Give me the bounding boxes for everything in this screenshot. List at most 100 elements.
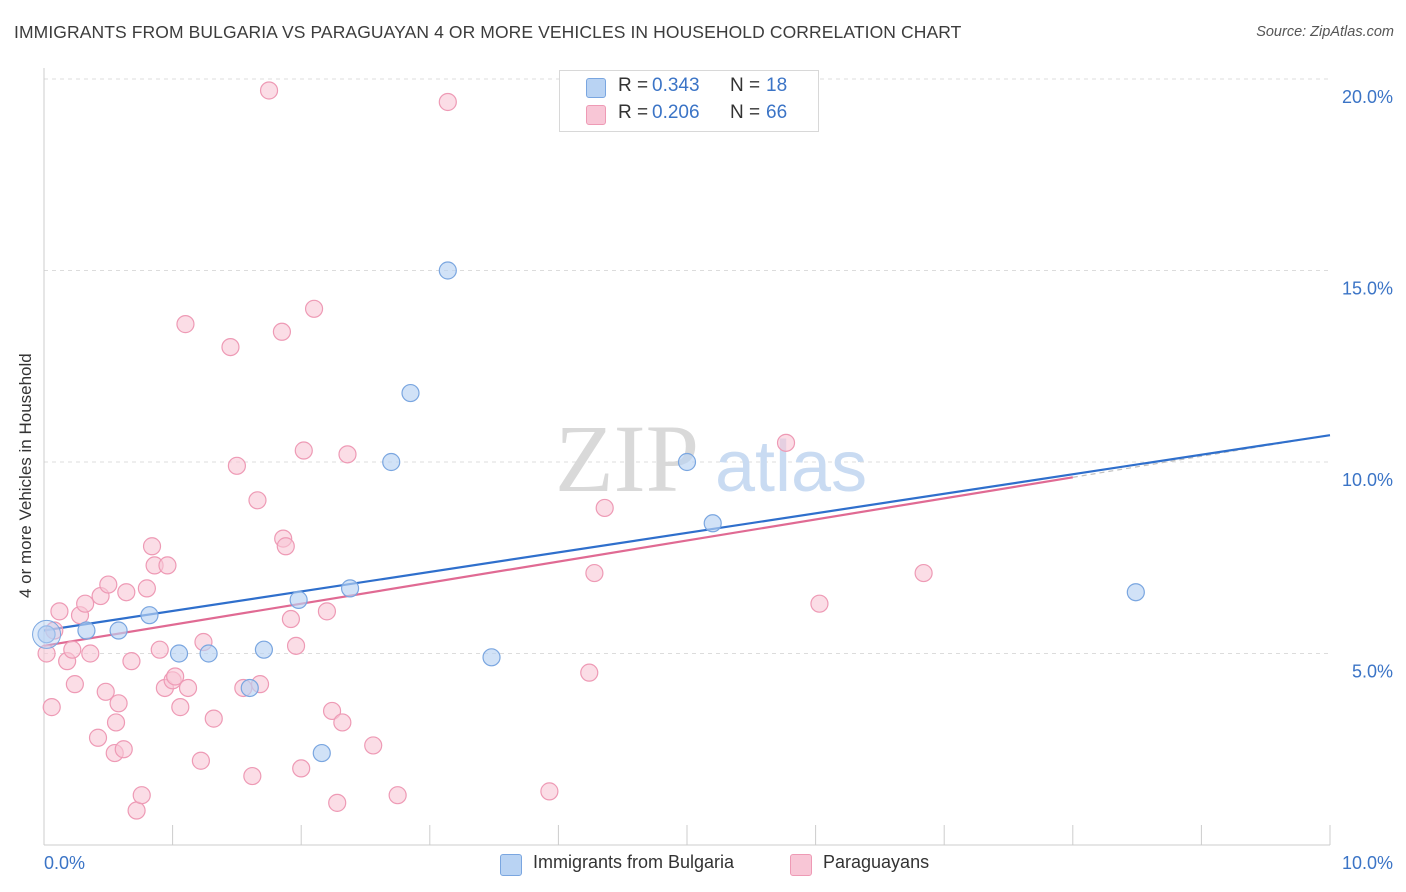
point-paraguayans bbox=[540, 782, 559, 801]
x-tick-label: 0.0% bbox=[44, 853, 85, 873]
data-points bbox=[32, 81, 1145, 820]
legend-swatch-pink bbox=[586, 105, 606, 125]
point-paraguayans bbox=[221, 338, 240, 357]
legend-r-value: 0.343 bbox=[652, 75, 700, 96]
bottom-legend-label: Paraguayans bbox=[823, 852, 930, 872]
point-paraguayans bbox=[364, 736, 383, 755]
watermark: ZIP atlas bbox=[555, 405, 867, 512]
point-bulgaria bbox=[677, 452, 697, 472]
point-paraguayans bbox=[595, 498, 614, 518]
point-paraguayans bbox=[338, 445, 357, 464]
point-bulgaria bbox=[140, 606, 159, 625]
trend-line-paraguayans bbox=[43, 476, 1073, 647]
y-tick-label: 10.0% bbox=[1342, 470, 1393, 490]
x-tick-label: 10.0% bbox=[1342, 853, 1393, 873]
watermark-zip: ZIP bbox=[555, 405, 699, 512]
point-paraguayans bbox=[304, 299, 324, 318]
point-paraguayans bbox=[227, 456, 246, 475]
point-bulgaria bbox=[289, 590, 308, 609]
point-paraguayans bbox=[243, 766, 262, 786]
point-paraguayans bbox=[117, 583, 136, 602]
point-paraguayans bbox=[150, 640, 169, 659]
point-paraguayans bbox=[810, 594, 829, 613]
point-paraguayans bbox=[132, 786, 151, 805]
point-bulgaria bbox=[382, 452, 401, 472]
point-paraguayans bbox=[114, 740, 133, 759]
point-paraguayans bbox=[178, 678, 198, 698]
point-bulgaria bbox=[340, 579, 360, 598]
point-paraguayans bbox=[109, 694, 128, 713]
point-paraguayans bbox=[317, 602, 337, 621]
legend-n-value: 66 bbox=[766, 102, 788, 123]
point-paraguayans bbox=[914, 563, 933, 583]
y-tick-labels: 5.0% 10.0% 15.0% 20.0% bbox=[1342, 87, 1393, 682]
point-bulgaria bbox=[438, 261, 457, 280]
point-paraguayans bbox=[328, 793, 347, 812]
point-bulgaria bbox=[254, 640, 274, 659]
point-paraguayans bbox=[176, 315, 195, 334]
grid-lines bbox=[44, 78, 1330, 654]
axes bbox=[43, 68, 1331, 846]
point-paraguayans bbox=[137, 579, 156, 598]
point-bulgaria bbox=[240, 678, 259, 698]
legend-n-value: 18 bbox=[766, 75, 788, 96]
point-bulgaria bbox=[77, 621, 96, 640]
point-paraguayans bbox=[96, 682, 115, 701]
y-tick-label: 15.0% bbox=[1342, 279, 1393, 299]
point-paraguayans bbox=[76, 594, 95, 613]
point-paraguayans bbox=[42, 698, 61, 717]
point-bulgaria bbox=[401, 383, 420, 403]
point-paraguayans bbox=[191, 751, 210, 770]
point-bulgaria bbox=[109, 621, 128, 640]
legend-r-label: R = bbox=[618, 75, 649, 96]
point-paraguayans bbox=[204, 709, 223, 728]
legend-swatch-blue bbox=[586, 78, 606, 98]
point-paraguayans bbox=[438, 92, 457, 112]
point-paraguayans bbox=[65, 675, 84, 694]
point-bulgaria bbox=[312, 743, 331, 763]
point-paraguayans bbox=[106, 713, 126, 732]
point-paraguayans bbox=[281, 609, 301, 629]
point-paraguayans bbox=[248, 491, 267, 510]
trend-lines bbox=[43, 434, 1331, 647]
point-paraguayans bbox=[388, 786, 407, 805]
legend-r-value: 0.206 bbox=[652, 102, 700, 123]
point-paraguayans bbox=[99, 575, 118, 594]
legend-n-label: N = bbox=[730, 102, 761, 123]
point-bulgaria bbox=[1126, 583, 1145, 602]
point-paraguayans bbox=[776, 433, 796, 452]
point-bulgaria bbox=[37, 625, 56, 644]
point-paraguayans bbox=[88, 728, 108, 747]
point-paraguayans bbox=[63, 640, 82, 659]
point-bulgaria bbox=[199, 644, 218, 663]
legend-row-paraguayans: R = 0.206 N = 66 bbox=[560, 101, 818, 127]
y-tick-label: 20.0% bbox=[1342, 87, 1393, 107]
point-paraguayans bbox=[122, 652, 141, 671]
point-paraguayans bbox=[81, 644, 100, 663]
chart-title: IMMIGRANTS FROM BULGARIA VS PARAGUAYAN 4… bbox=[14, 22, 962, 42]
point-paraguayans bbox=[171, 698, 190, 717]
legend-r-label: R = bbox=[618, 102, 649, 123]
point-paraguayans bbox=[142, 537, 162, 556]
trend-line-bulgaria bbox=[43, 434, 1331, 632]
point-paraguayans bbox=[158, 556, 177, 575]
point-paraguayans bbox=[272, 322, 292, 341]
point-paraguayans bbox=[333, 713, 352, 732]
point-paraguayans bbox=[580, 663, 599, 682]
point-paraguayans bbox=[292, 759, 311, 778]
bottom-legend-swatch-pink bbox=[790, 854, 812, 876]
point-paraguayans bbox=[585, 563, 604, 583]
point-paraguayans bbox=[322, 701, 342, 721]
point-paraguayans bbox=[127, 801, 146, 820]
point-paraguayans bbox=[276, 537, 295, 556]
point-paraguayans bbox=[166, 667, 185, 686]
point-paraguayans bbox=[37, 644, 56, 663]
point-paraguayans bbox=[286, 636, 306, 655]
x-tick-labels: 0.0% 10.0% bbox=[44, 853, 1393, 873]
y-axis-label: 4 or more Vehicles in Household bbox=[16, 353, 35, 598]
y-tick-label: 5.0% bbox=[1352, 662, 1393, 682]
point-bulgaria bbox=[703, 514, 722, 533]
point-bulgaria bbox=[482, 648, 501, 667]
point-bulgaria bbox=[169, 644, 189, 663]
